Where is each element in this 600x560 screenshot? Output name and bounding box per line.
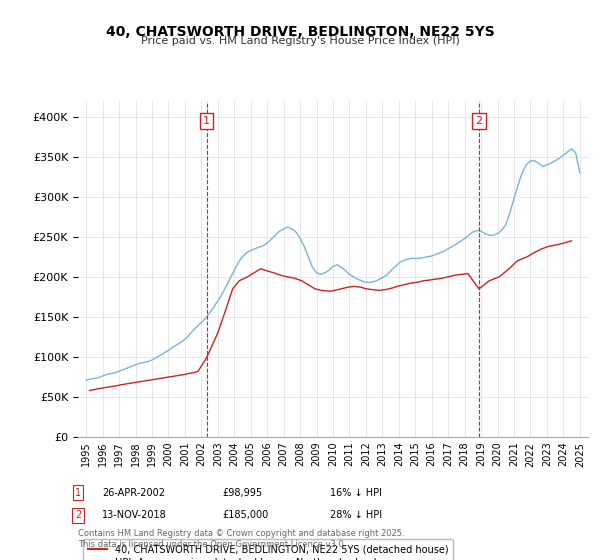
Text: 26-APR-2002: 26-APR-2002: [102, 488, 165, 498]
Text: 16% ↓ HPI: 16% ↓ HPI: [330, 488, 382, 498]
Text: £185,000: £185,000: [222, 510, 268, 520]
Text: 1: 1: [203, 116, 210, 126]
Text: 1: 1: [75, 488, 81, 498]
Legend: 40, CHATSWORTH DRIVE, BEDLINGTON, NE22 5YS (detached house), HPI: Average price,: 40, CHATSWORTH DRIVE, BEDLINGTON, NE22 5…: [83, 539, 454, 560]
Text: 28% ↓ HPI: 28% ↓ HPI: [330, 510, 382, 520]
Text: £98,995: £98,995: [222, 488, 262, 498]
Text: 2: 2: [475, 116, 482, 126]
Text: 2: 2: [75, 510, 81, 520]
Text: 13-NOV-2018: 13-NOV-2018: [102, 510, 167, 520]
Text: 40, CHATSWORTH DRIVE, BEDLINGTON, NE22 5YS: 40, CHATSWORTH DRIVE, BEDLINGTON, NE22 5…: [106, 25, 494, 39]
Text: Contains HM Land Registry data © Crown copyright and database right 2025.
This d: Contains HM Land Registry data © Crown c…: [78, 529, 404, 549]
Text: Price paid vs. HM Land Registry's House Price Index (HPI): Price paid vs. HM Land Registry's House …: [140, 36, 460, 46]
